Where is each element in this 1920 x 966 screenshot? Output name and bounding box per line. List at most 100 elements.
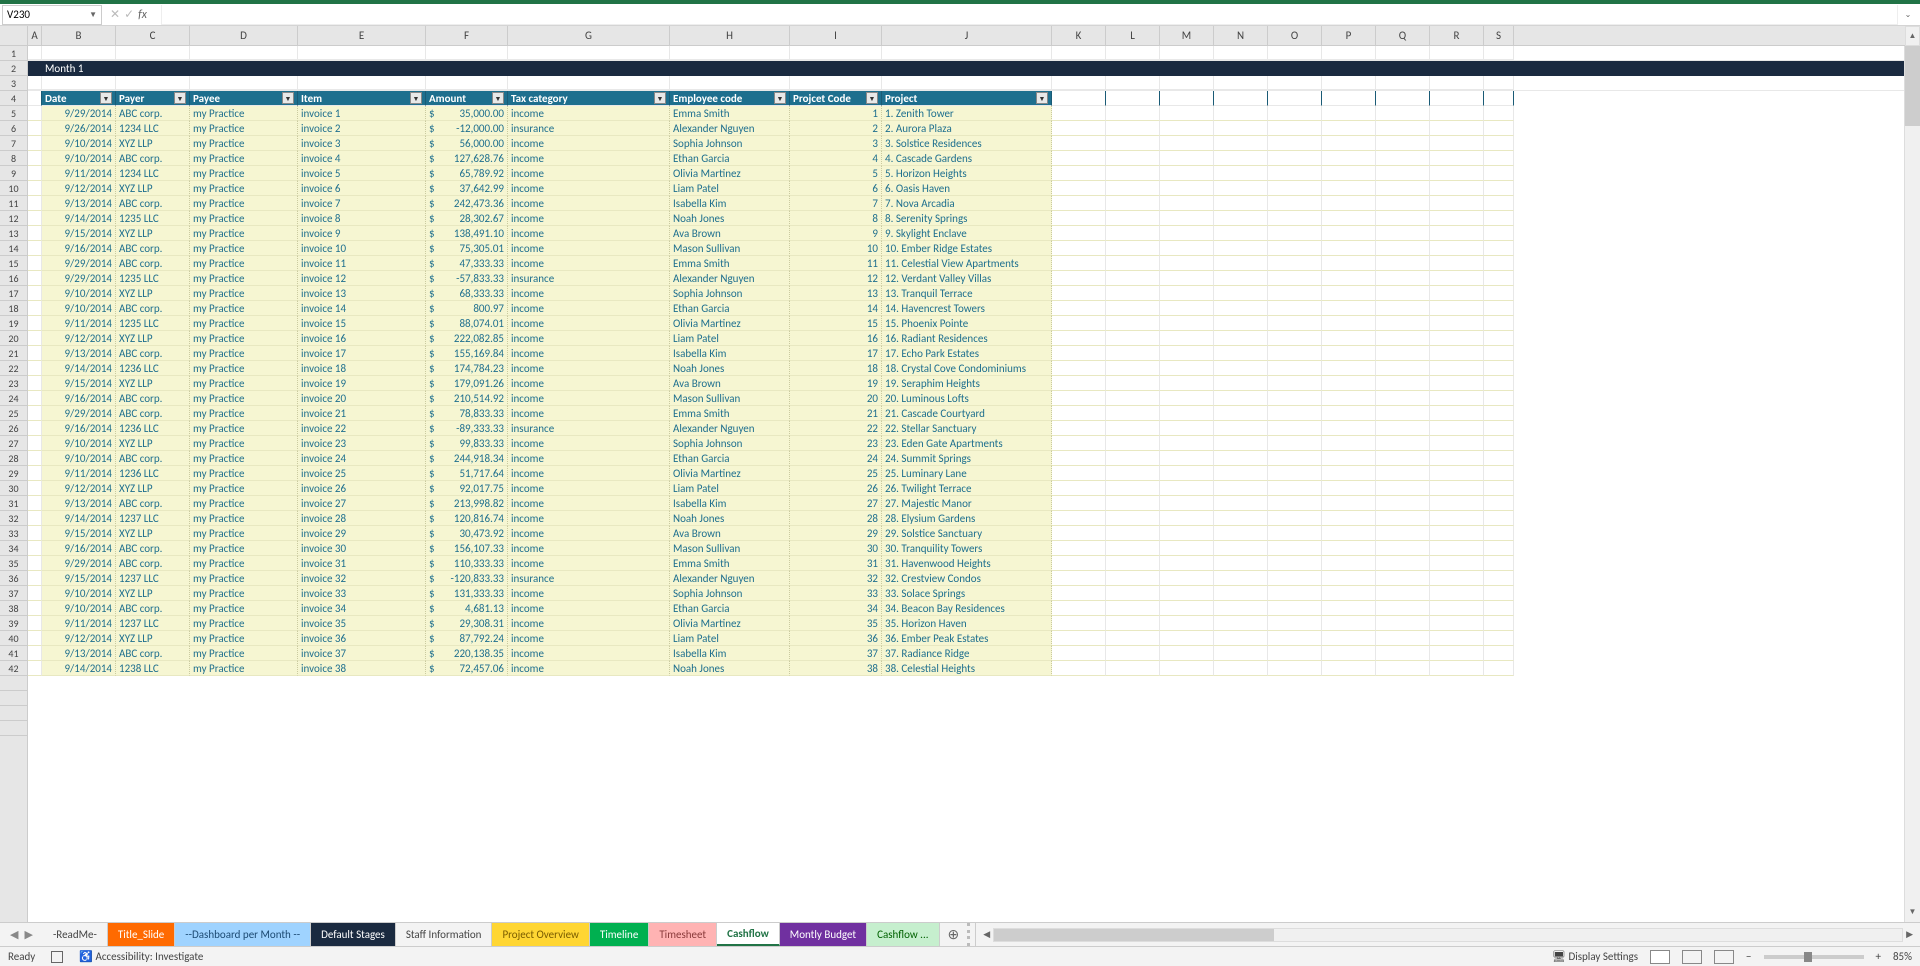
cell-project-code[interactable]: 37 (790, 646, 882, 661)
cell-date[interactable]: 9/10/2014 (42, 286, 116, 301)
cell[interactable] (1376, 121, 1430, 136)
row-header-23[interactable]: 23 (0, 376, 27, 391)
cell[interactable] (1376, 46, 1430, 60)
cell-item[interactable]: invoice 15 (298, 316, 426, 331)
cell-payer[interactable]: XYZ LLP (116, 286, 190, 301)
cell[interactable] (1430, 496, 1484, 511)
cell-project-code[interactable]: 13 (790, 286, 882, 301)
cell[interactable] (1160, 391, 1214, 406)
cell[interactable] (1484, 331, 1514, 346)
cell-amount[interactable]: $65,789.92 (426, 166, 508, 181)
cell-project-code[interactable]: 35 (790, 616, 882, 631)
cell[interactable] (28, 511, 42, 526)
cell[interactable] (1214, 466, 1268, 481)
zoom-out-button[interactable]: − (1746, 950, 1751, 963)
cell[interactable] (1214, 511, 1268, 526)
cell[interactable] (1160, 226, 1214, 241)
cell[interactable] (1106, 631, 1160, 646)
cell-employee[interactable]: Ethan Garcia (670, 451, 790, 466)
cell[interactable] (1484, 556, 1514, 571)
cell[interactable] (426, 76, 508, 90)
cell-project-code[interactable]: 18 (790, 361, 882, 376)
cell[interactable] (28, 286, 42, 301)
display-settings-button[interactable]: 🖥 Display Settings (1552, 950, 1638, 963)
cell[interactable] (1052, 481, 1106, 496)
cell-payer[interactable]: 1234 LLC (116, 166, 190, 181)
table-row[interactable]: 9/16/2014ABC corp.my Practiceinvoice 20$… (28, 391, 1920, 406)
cell-tax[interactable]: income (508, 166, 670, 181)
filter-dropdown-icon[interactable]: ▼ (174, 92, 186, 104)
cell[interactable] (1214, 76, 1268, 90)
cell[interactable] (1322, 211, 1376, 226)
cell-amount[interactable]: $213,998.82 (426, 496, 508, 511)
cell[interactable] (1214, 271, 1268, 286)
cell[interactable] (1430, 331, 1484, 346)
cell[interactable] (1484, 256, 1514, 271)
cell[interactable] (1160, 376, 1214, 391)
cell-amount[interactable]: $244,918.34 (426, 451, 508, 466)
cell[interactable] (1106, 376, 1160, 391)
cell-date[interactable]: 9/13/2014 (42, 496, 116, 511)
cell[interactable] (1376, 466, 1430, 481)
cell[interactable] (1052, 616, 1106, 631)
cell-project[interactable]: 25. Luminary Lane (882, 466, 1052, 481)
cell-project[interactable]: 3. Solstice Residences (882, 136, 1052, 151)
cell[interactable] (1160, 286, 1214, 301)
cell-tax[interactable]: income (508, 376, 670, 391)
cell[interactable] (1322, 661, 1376, 676)
cell-project[interactable]: 22. Stellar Sanctuary (882, 421, 1052, 436)
row-header-36[interactable]: 36 (0, 571, 27, 586)
cell[interactable] (1106, 331, 1160, 346)
cell[interactable] (1484, 481, 1514, 496)
cell-tax[interactable]: income (508, 226, 670, 241)
cell[interactable] (1268, 511, 1322, 526)
cell-amount[interactable]: $37,642.99 (426, 181, 508, 196)
cell[interactable] (1214, 571, 1268, 586)
cell[interactable] (1322, 526, 1376, 541)
cell[interactable] (1430, 271, 1484, 286)
filter-dropdown-icon[interactable]: ▼ (774, 92, 786, 104)
cell-amount[interactable]: $120,816.74 (426, 511, 508, 526)
cell[interactable] (1376, 556, 1430, 571)
zoom-in-button[interactable]: + (1876, 950, 1881, 963)
cell[interactable] (1322, 556, 1376, 571)
cell-project[interactable]: 16. Radiant Residences (882, 331, 1052, 346)
cell-amount[interactable]: $92,017.75 (426, 481, 508, 496)
cell[interactable] (1106, 316, 1160, 331)
cell-payee[interactable]: my Practice (190, 136, 298, 151)
cell[interactable] (1430, 616, 1484, 631)
cell[interactable] (1484, 586, 1514, 601)
column-header-project[interactable]: Project▼ (882, 91, 1052, 106)
cell[interactable] (1160, 166, 1214, 181)
cell-payer[interactable]: ABC corp. (116, 646, 190, 661)
cell-employee[interactable]: Ethan Garcia (670, 301, 790, 316)
cell-project[interactable]: 33. Solace Springs (882, 586, 1052, 601)
cell-item[interactable]: invoice 4 (298, 151, 426, 166)
cell-employee[interactable]: Sophia Johnson (670, 286, 790, 301)
cell[interactable] (1484, 121, 1514, 136)
cell[interactable] (1160, 91, 1214, 106)
cell[interactable] (1160, 346, 1214, 361)
cell[interactable] (1268, 601, 1322, 616)
cell-date[interactable]: 9/14/2014 (42, 361, 116, 376)
cell[interactable] (28, 496, 42, 511)
cell[interactable] (882, 46, 1052, 60)
cell[interactable] (1484, 241, 1514, 256)
table-row[interactable]: 9/14/20141236 LLCmy Practiceinvoice 18$1… (28, 361, 1920, 376)
cell[interactable] (1106, 391, 1160, 406)
cell[interactable] (1322, 481, 1376, 496)
cell-date[interactable]: 9/15/2014 (42, 376, 116, 391)
cell[interactable] (670, 46, 790, 60)
cell[interactable] (1160, 361, 1214, 376)
cell-project-code[interactable]: 24 (790, 451, 882, 466)
view-page-break-icon[interactable] (1714, 950, 1734, 964)
cell[interactable] (28, 466, 42, 481)
column-header-employee-code[interactable]: Employee code▼ (670, 91, 790, 106)
cell[interactable] (1268, 316, 1322, 331)
cell[interactable] (1268, 406, 1322, 421)
cell[interactable] (1430, 436, 1484, 451)
cell-date[interactable]: 9/15/2014 (42, 571, 116, 586)
cell-project[interactable]: 30. Tranquility Towers (882, 541, 1052, 556)
cell-date[interactable]: 9/16/2014 (42, 391, 116, 406)
cell[interactable] (28, 526, 42, 541)
